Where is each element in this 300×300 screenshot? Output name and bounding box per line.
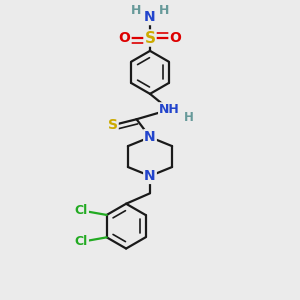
Text: Cl: Cl xyxy=(75,204,88,217)
Text: H: H xyxy=(184,111,194,124)
Text: NH: NH xyxy=(159,103,180,116)
Text: O: O xyxy=(119,31,130,45)
Text: S: S xyxy=(145,31,155,46)
Text: N: N xyxy=(144,130,156,144)
Text: S: S xyxy=(108,118,118,132)
Text: N: N xyxy=(144,169,156,183)
Text: H: H xyxy=(159,4,169,17)
Text: Cl: Cl xyxy=(75,235,88,248)
Text: H: H xyxy=(130,4,141,17)
Text: O: O xyxy=(169,31,181,45)
Text: N: N xyxy=(144,10,156,24)
